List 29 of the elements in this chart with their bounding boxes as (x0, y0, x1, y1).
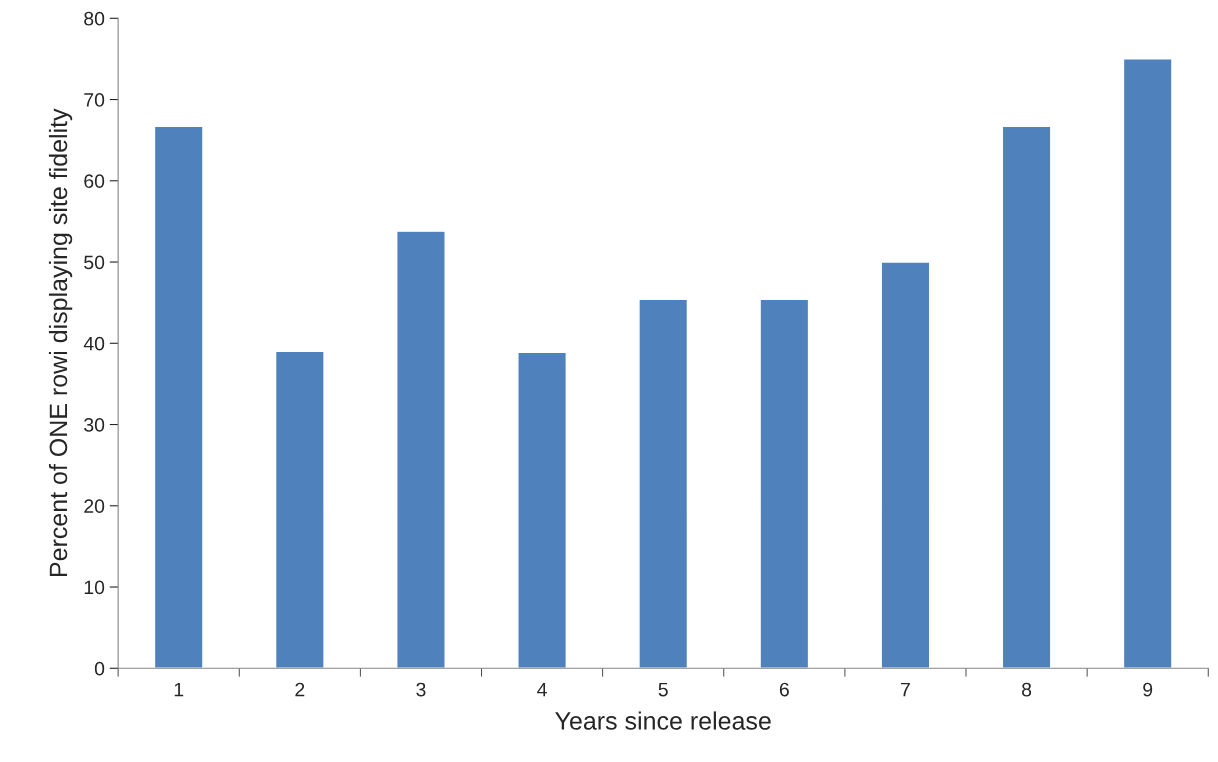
bar (274, 350, 325, 669)
y-tick-label: 10 (84, 580, 105, 595)
y-axis-title: Percent of ONE rowi displaying site fidelity (48, 108, 73, 577)
y-tick-label: 40 (83, 336, 105, 351)
y-tick-label: 0 (94, 661, 105, 676)
bar (1122, 58, 1173, 669)
y-tick-label: 20 (84, 499, 105, 514)
x-tick-label: 8 (1022, 682, 1032, 697)
x-tick-label: 2 (295, 682, 305, 697)
bar (759, 298, 810, 669)
bar (880, 261, 931, 669)
x-tick-label: 9 (1143, 682, 1153, 697)
y-tick-label: 70 (84, 93, 105, 107)
y-tick-label: 60 (84, 174, 105, 189)
x-axis-title: Years since release (555, 711, 771, 730)
y-tick-label: 80 (84, 11, 105, 26)
x-tick-label: 4 (537, 682, 547, 697)
x-tick-label: 6 (779, 682, 789, 697)
bar (638, 298, 689, 669)
bar (153, 125, 204, 669)
bar (517, 351, 567, 669)
bar (1001, 125, 1052, 669)
x-tick-label: 7 (901, 682, 910, 697)
y-tick-label: 50 (84, 255, 105, 270)
x-tick-label: 5 (658, 682, 668, 697)
x-tick-label: 3 (416, 682, 426, 697)
x-tick-label: 1 (174, 682, 184, 697)
bar (396, 230, 446, 669)
y-tick-label: 30 (84, 418, 105, 432)
